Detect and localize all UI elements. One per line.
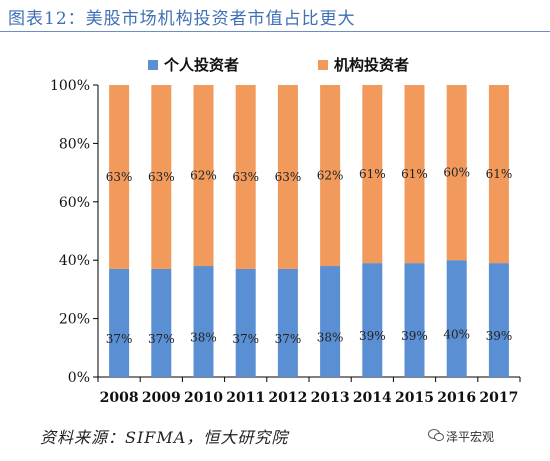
x-tick-label-2015: 2015 bbox=[395, 390, 434, 406]
y-tick-label-4: 80% bbox=[59, 136, 90, 152]
chart-title: 图表12：美股市场机构投资者市值占比更大 bbox=[8, 9, 356, 29]
data-label-individual-2011: 37% bbox=[232, 332, 259, 346]
data-label-individual-2015: 39% bbox=[401, 329, 428, 343]
wechat-icon bbox=[428, 429, 444, 442]
bar-individual-2009 bbox=[151, 268, 172, 377]
source-note: 资料来源：SIFMA，恒大研究院 bbox=[40, 428, 289, 447]
data-label-institutional-2010: 62% bbox=[190, 169, 217, 183]
data-label-institutional-2016: 60% bbox=[443, 166, 470, 180]
bar-individual-2013 bbox=[320, 266, 341, 377]
bar-institutional-2013 bbox=[320, 85, 341, 267]
bar-individual-2014 bbox=[362, 263, 383, 377]
x-tick-label-2013: 2013 bbox=[311, 390, 350, 406]
data-label-institutional-2012: 63% bbox=[275, 170, 302, 184]
data-label-institutional-2008: 63% bbox=[106, 170, 133, 184]
bar-institutional-2008 bbox=[109, 85, 130, 269]
bar-individual-2012 bbox=[277, 268, 298, 377]
bar-individual-2008 bbox=[109, 268, 130, 377]
x-tick-label-2012: 2012 bbox=[268, 390, 307, 406]
x-tick-label-2008: 2008 bbox=[100, 390, 139, 406]
data-label-institutional-2014: 61% bbox=[359, 167, 386, 181]
data-label-individual-2014: 39% bbox=[359, 329, 386, 343]
y-tick-label-2: 40% bbox=[59, 253, 90, 269]
legend-label-0: 个人投资者 bbox=[163, 56, 239, 74]
y-tick-label-0: 0% bbox=[68, 370, 90, 386]
x-tick-label-2016: 2016 bbox=[437, 390, 476, 406]
y-tick-label-1: 20% bbox=[59, 312, 90, 328]
bar-institutional-2017 bbox=[488, 85, 509, 264]
legend-swatch-0 bbox=[148, 60, 158, 70]
data-label-institutional-2015: 61% bbox=[401, 167, 428, 181]
bar-institutional-2012 bbox=[277, 85, 298, 269]
data-label-institutional-2009: 63% bbox=[148, 170, 175, 184]
y-tick-label-5: 100% bbox=[50, 78, 90, 94]
x-tick-label-2009: 2009 bbox=[142, 390, 181, 406]
x-tick-label-2010: 2010 bbox=[184, 390, 223, 406]
bar-institutional-2010 bbox=[193, 85, 214, 267]
data-label-individual-2012: 37% bbox=[275, 332, 302, 346]
data-label-individual-2008: 37% bbox=[106, 332, 133, 346]
legend-label-1: 机构投资者 bbox=[334, 56, 409, 74]
bar-individual-2010 bbox=[193, 266, 214, 377]
data-label-institutional-2017: 61% bbox=[486, 167, 513, 181]
data-label-institutional-2013: 62% bbox=[317, 169, 344, 183]
bar-institutional-2011 bbox=[235, 85, 256, 269]
bar-individual-2015 bbox=[404, 263, 425, 377]
x-tick-label-2011: 2011 bbox=[226, 390, 265, 406]
data-label-individual-2013: 38% bbox=[317, 331, 344, 345]
bar-institutional-2015 bbox=[404, 85, 425, 264]
bar-institutional-2016 bbox=[446, 85, 467, 261]
bar-individual-2016 bbox=[446, 260, 467, 377]
title-divider bbox=[0, 31, 550, 32]
data-label-individual-2017: 39% bbox=[486, 329, 513, 343]
data-label-institutional-2011: 63% bbox=[232, 170, 259, 184]
x-tick-label-2014: 2014 bbox=[353, 390, 392, 406]
data-label-individual-2009: 37% bbox=[148, 332, 175, 346]
legend-swatch-1 bbox=[318, 60, 328, 70]
bar-institutional-2014 bbox=[362, 85, 383, 264]
bar-institutional-2009 bbox=[151, 85, 172, 269]
watermark: 泽平宏观 bbox=[446, 430, 495, 444]
y-tick-label-3: 60% bbox=[59, 195, 90, 211]
data-label-individual-2010: 38% bbox=[190, 331, 217, 345]
x-tick-label-2017: 2017 bbox=[479, 390, 518, 406]
bar-individual-2011 bbox=[235, 268, 256, 377]
bar-individual-2017 bbox=[488, 263, 509, 377]
data-label-individual-2016: 40% bbox=[443, 328, 470, 342]
